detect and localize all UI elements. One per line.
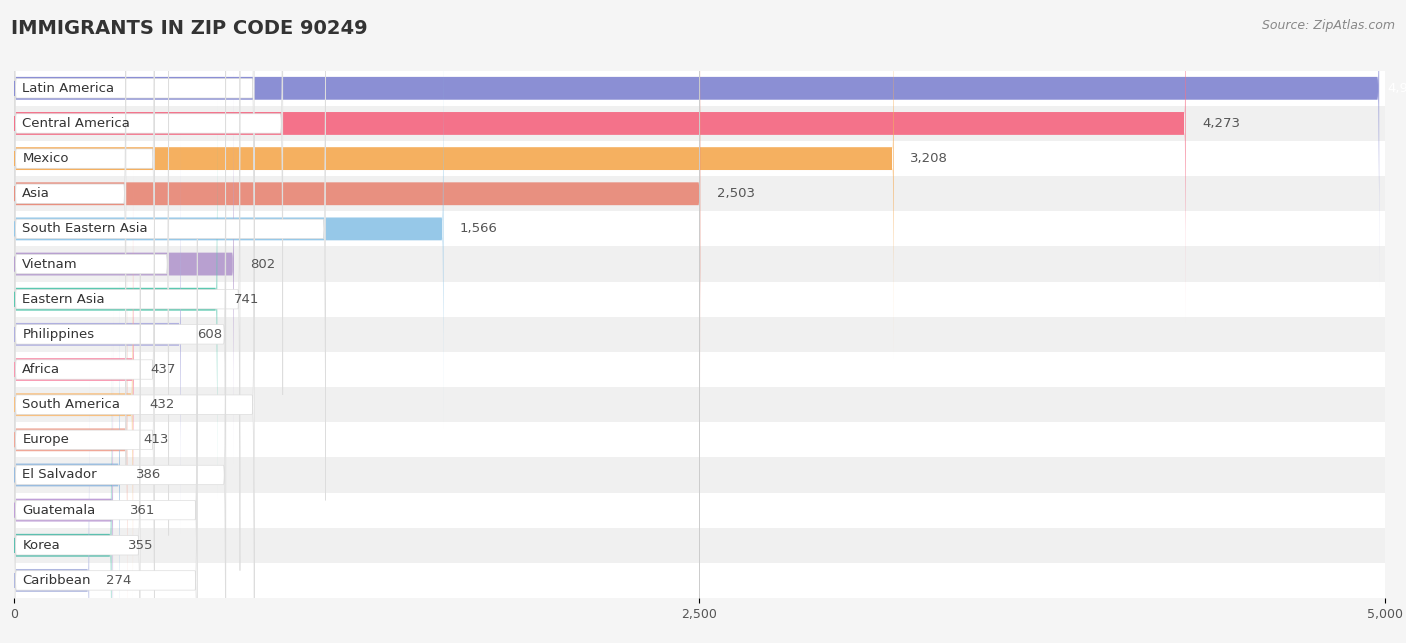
FancyBboxPatch shape: [14, 0, 155, 430]
Text: Source: ZipAtlas.com: Source: ZipAtlas.com: [1261, 19, 1395, 32]
Text: 802: 802: [250, 258, 276, 271]
FancyBboxPatch shape: [14, 0, 1379, 288]
FancyBboxPatch shape: [14, 30, 443, 428]
FancyBboxPatch shape: [14, 133, 254, 643]
Text: IMMIGRANTS IN ZIP CODE 90249: IMMIGRANTS IN ZIP CODE 90249: [11, 19, 368, 39]
Text: 741: 741: [233, 293, 259, 305]
FancyBboxPatch shape: [14, 0, 326, 500]
FancyBboxPatch shape: [14, 246, 1385, 282]
FancyBboxPatch shape: [14, 205, 132, 604]
Text: 361: 361: [129, 503, 155, 516]
Text: South Eastern Asia: South Eastern Asia: [22, 222, 148, 235]
FancyBboxPatch shape: [14, 563, 1385, 598]
FancyBboxPatch shape: [14, 381, 89, 643]
FancyBboxPatch shape: [14, 457, 1385, 493]
FancyBboxPatch shape: [14, 275, 120, 643]
Text: 355: 355: [128, 539, 153, 552]
FancyBboxPatch shape: [14, 176, 1385, 212]
Text: Central America: Central America: [22, 117, 131, 130]
Text: 3,208: 3,208: [910, 152, 948, 165]
Text: 274: 274: [105, 574, 131, 587]
FancyBboxPatch shape: [14, 387, 1385, 422]
Text: 4,979: 4,979: [1388, 82, 1406, 95]
FancyBboxPatch shape: [14, 346, 111, 643]
Text: Africa: Africa: [22, 363, 60, 376]
FancyBboxPatch shape: [14, 352, 1385, 387]
FancyBboxPatch shape: [14, 170, 134, 569]
Text: Philippines: Philippines: [22, 328, 94, 341]
FancyBboxPatch shape: [14, 28, 240, 571]
Text: 1,566: 1,566: [460, 222, 498, 235]
Text: 413: 413: [143, 433, 169, 446]
FancyBboxPatch shape: [14, 135, 181, 534]
Text: Caribbean: Caribbean: [22, 574, 91, 587]
FancyBboxPatch shape: [14, 317, 1385, 352]
FancyBboxPatch shape: [14, 64, 233, 464]
Text: Latin America: Latin America: [22, 82, 114, 95]
FancyBboxPatch shape: [14, 0, 169, 536]
FancyBboxPatch shape: [14, 98, 155, 641]
FancyBboxPatch shape: [14, 282, 1385, 317]
Text: Korea: Korea: [22, 539, 60, 552]
Text: Vietnam: Vietnam: [22, 258, 77, 271]
FancyBboxPatch shape: [14, 63, 226, 606]
FancyBboxPatch shape: [14, 100, 217, 499]
Text: Guatemala: Guatemala: [22, 503, 96, 516]
FancyBboxPatch shape: [14, 311, 112, 643]
Text: 4,273: 4,273: [1202, 117, 1240, 130]
FancyBboxPatch shape: [14, 274, 141, 643]
FancyBboxPatch shape: [14, 309, 197, 643]
Text: 432: 432: [149, 398, 174, 411]
Text: South America: South America: [22, 398, 121, 411]
Text: 608: 608: [197, 328, 222, 341]
Text: 2,503: 2,503: [717, 187, 755, 200]
FancyBboxPatch shape: [14, 203, 226, 643]
FancyBboxPatch shape: [14, 239, 197, 643]
Text: Mexico: Mexico: [22, 152, 69, 165]
Text: Europe: Europe: [22, 433, 69, 446]
FancyBboxPatch shape: [14, 141, 1385, 176]
FancyBboxPatch shape: [14, 422, 1385, 457]
Text: Eastern Asia: Eastern Asia: [22, 293, 105, 305]
FancyBboxPatch shape: [14, 0, 254, 360]
FancyBboxPatch shape: [14, 168, 155, 643]
Text: 437: 437: [150, 363, 176, 376]
FancyBboxPatch shape: [14, 528, 1385, 563]
FancyBboxPatch shape: [14, 212, 1385, 246]
FancyBboxPatch shape: [14, 106, 1385, 141]
FancyBboxPatch shape: [14, 0, 127, 466]
Text: 386: 386: [136, 469, 162, 482]
FancyBboxPatch shape: [14, 71, 1385, 106]
FancyBboxPatch shape: [14, 0, 894, 358]
FancyBboxPatch shape: [14, 493, 1385, 528]
Text: Asia: Asia: [22, 187, 51, 200]
FancyBboxPatch shape: [14, 240, 128, 639]
FancyBboxPatch shape: [14, 0, 700, 394]
Text: El Salvador: El Salvador: [22, 469, 97, 482]
FancyBboxPatch shape: [14, 0, 1185, 323]
FancyBboxPatch shape: [14, 0, 283, 395]
